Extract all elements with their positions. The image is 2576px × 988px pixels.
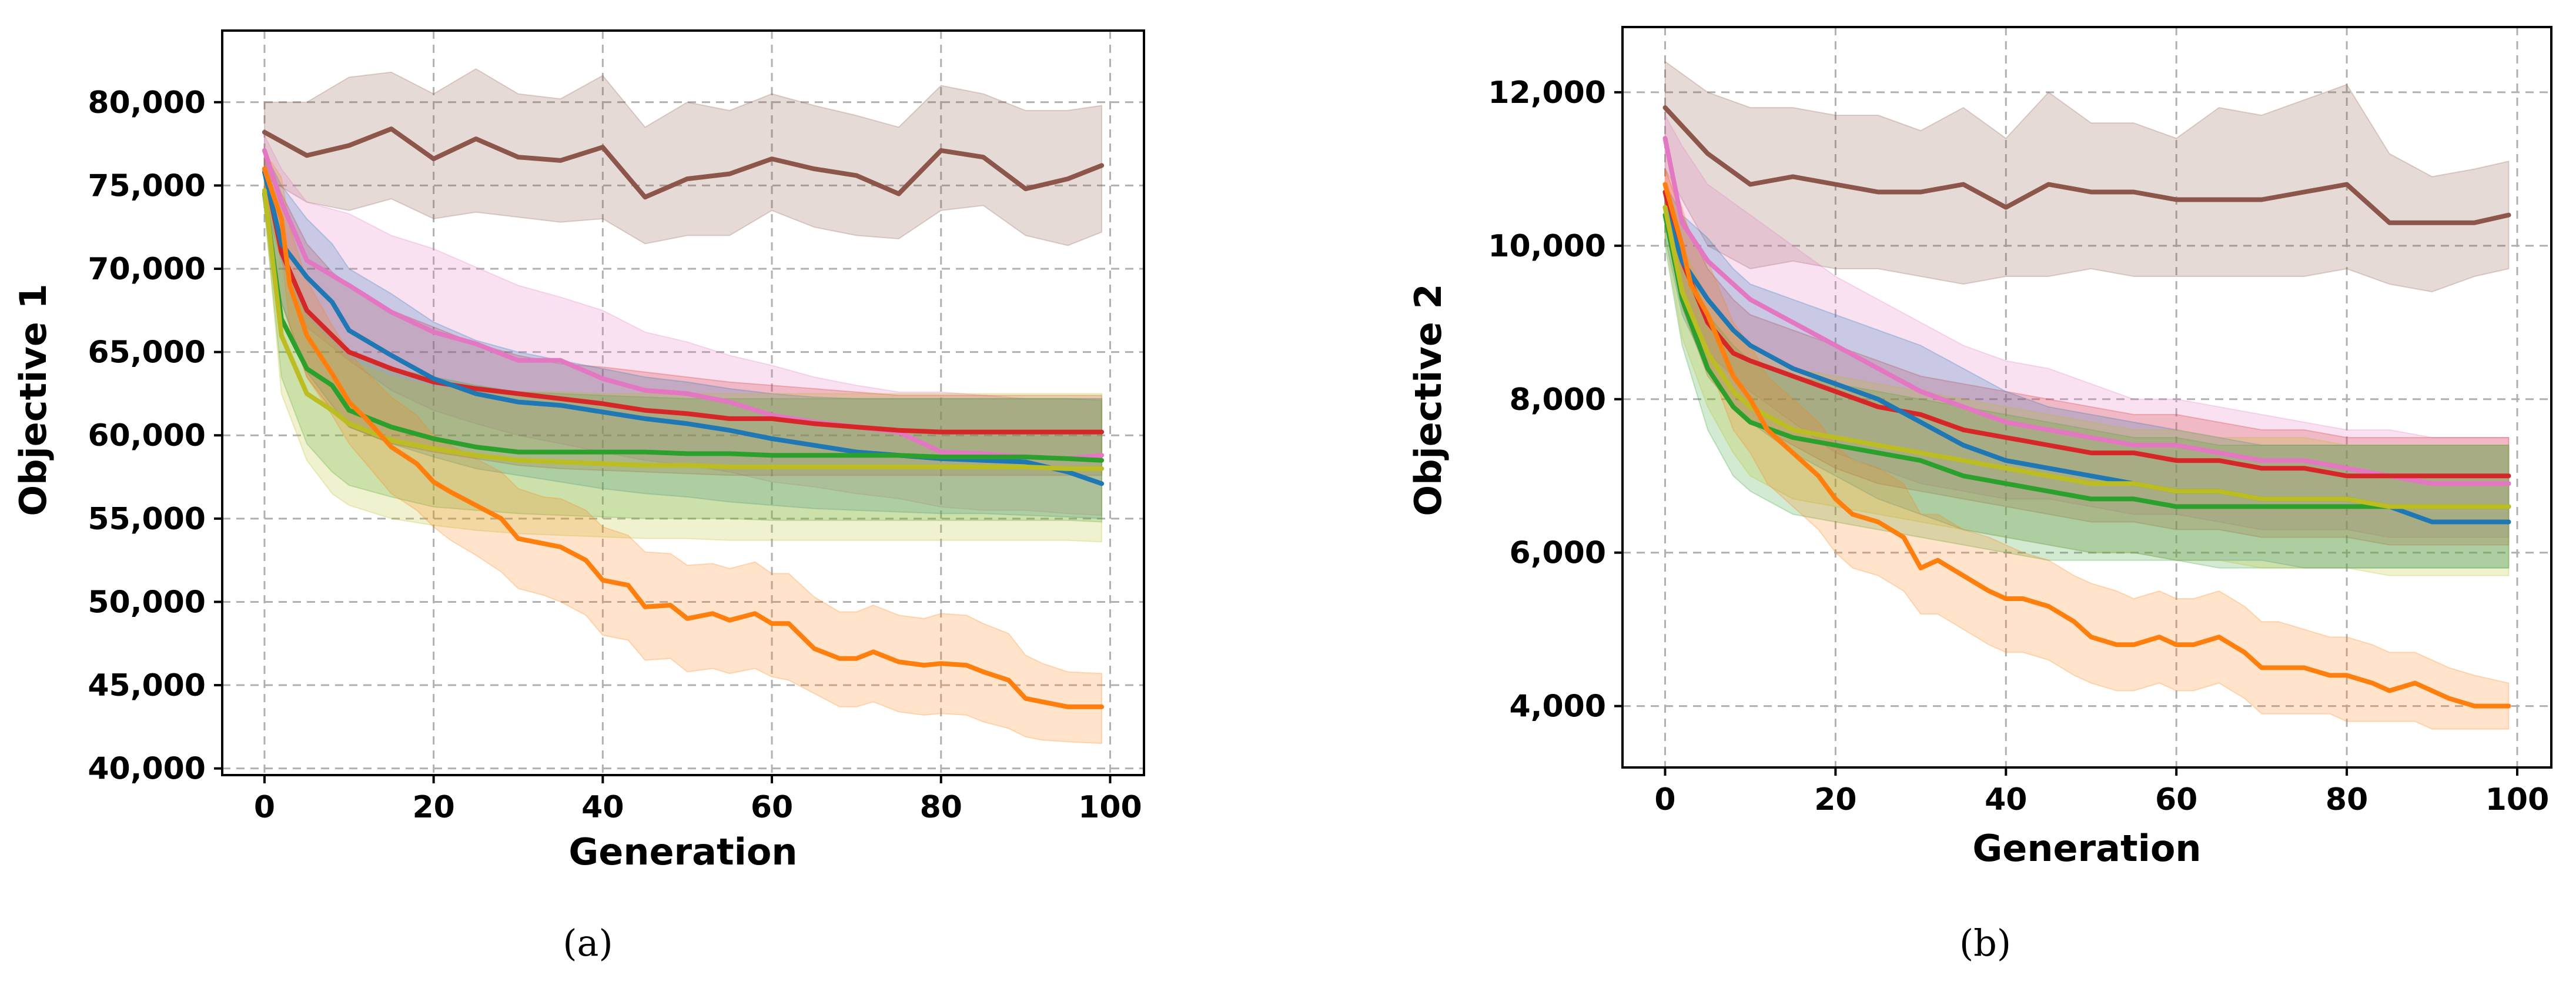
chart-objective-2: 0 20 40 60 80 100 4,000 6,000 8,000 10,000 12,000 G… bbox=[1407, 26, 2552, 964]
band-blue bbox=[1664, 182, 2510, 569]
y-axis-label: Objective 1 bbox=[12, 283, 55, 516]
y-tick-label: 6,000 bbox=[1510, 536, 1606, 571]
band-green bbox=[1664, 192, 2510, 569]
x-tick-label: 0 bbox=[1654, 782, 1675, 817]
x-tick-label: 40 bbox=[1985, 782, 2027, 817]
line-olive bbox=[1662, 205, 2511, 509]
line-orange bbox=[262, 166, 1105, 709]
confidence-bands bbox=[263, 68, 1103, 745]
x-tick-label: 40 bbox=[581, 790, 624, 825]
plot-frame bbox=[221, 29, 1145, 776]
band-brown bbox=[1664, 60, 2510, 293]
x-tick-label: 60 bbox=[2155, 782, 2197, 817]
band-pink bbox=[1664, 113, 2510, 538]
line-red bbox=[262, 166, 1105, 435]
y-tick-label: 4,000 bbox=[1510, 689, 1606, 725]
y-tick-label: 55,000 bbox=[88, 502, 206, 537]
band-blue bbox=[263, 152, 1103, 519]
y-tick-label: 50,000 bbox=[88, 585, 206, 620]
line-green bbox=[1662, 212, 2511, 509]
series-lines bbox=[1662, 105, 2511, 709]
chart-objective-1: 0 20 40 60 80 100 40,000 45,000 50,000 55,000 60,0… bbox=[12, 29, 1145, 964]
confidence-bands bbox=[1664, 60, 2510, 730]
y-tick-label: 70,000 bbox=[88, 252, 206, 287]
line-green bbox=[262, 191, 1105, 463]
x-tick-label: 80 bbox=[2326, 782, 2368, 817]
x-tick-label: 100 bbox=[1078, 790, 1142, 825]
x-axis-label: Generation bbox=[1972, 827, 2201, 870]
band-pink bbox=[263, 135, 1103, 516]
line-brown bbox=[262, 126, 1105, 200]
subfigure-caption: (b) bbox=[1959, 922, 2011, 964]
y-tick-label: 80,000 bbox=[88, 85, 206, 121]
line-red bbox=[1662, 189, 2511, 479]
y-tick-label: 8,000 bbox=[1510, 382, 1606, 418]
line-olive bbox=[262, 188, 1105, 471]
plot-frame bbox=[1621, 26, 2552, 769]
x-tick-label: 20 bbox=[1814, 782, 1856, 817]
y-tick-label: 40,000 bbox=[88, 752, 206, 787]
series-lines bbox=[262, 126, 1105, 709]
subfigure-caption: (a) bbox=[563, 922, 613, 964]
chart-panel-a: 0 20 40 60 80 100 40,000 45,000 50,000 55,000 60,0… bbox=[12, 29, 1145, 964]
gridlines bbox=[1622, 27, 2551, 767]
band-orange bbox=[1664, 168, 2510, 730]
y-axis-label: Objective 2 bbox=[1407, 283, 1450, 516]
y-tick-label: 12,000 bbox=[1488, 75, 1606, 111]
y-tick-label: 45,000 bbox=[88, 668, 206, 703]
x-tick-label: 0 bbox=[254, 790, 275, 825]
y-tick-label: 60,000 bbox=[88, 418, 206, 453]
y-tick-label: 10,000 bbox=[1488, 229, 1606, 264]
chart-panel-b: 0 20 40 60 80 100 4,000 6,000 8,000 10,000 12,000 G… bbox=[1288, 0, 2576, 988]
band-olive bbox=[1664, 184, 2510, 576]
x-tick-label: 60 bbox=[751, 790, 793, 825]
x-axis-label: Generation bbox=[568, 830, 797, 873]
x-tick-label: 80 bbox=[920, 790, 962, 825]
y-tick-label: 75,000 bbox=[88, 168, 206, 203]
line-pink bbox=[1662, 136, 2511, 486]
line-pink bbox=[262, 148, 1105, 461]
line-brown bbox=[1662, 105, 2511, 225]
x-tick-label: 20 bbox=[412, 790, 454, 825]
band-brown bbox=[263, 68, 1103, 246]
x-tick-label: 100 bbox=[2485, 782, 2550, 817]
line-orange bbox=[1662, 182, 2511, 709]
y-tick-label: 65,000 bbox=[88, 335, 206, 370]
